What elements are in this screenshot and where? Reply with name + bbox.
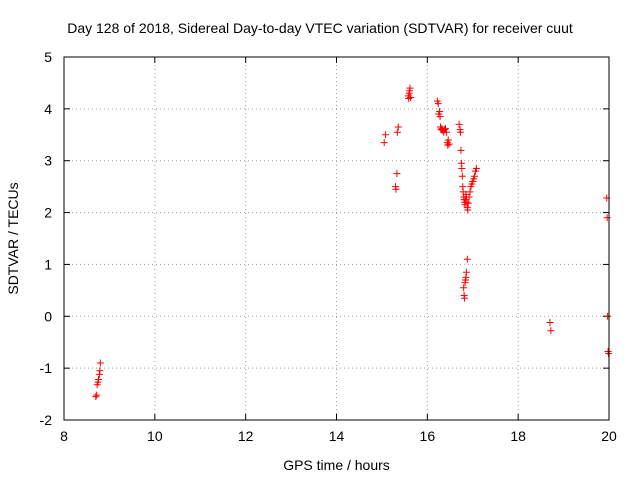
data-point — [463, 255, 471, 263]
data-point — [461, 294, 469, 302]
data-point — [434, 100, 442, 108]
data-point — [442, 125, 449, 133]
data-point — [407, 93, 415, 101]
plot-frame — [63, 56, 610, 421]
data-point — [455, 120, 463, 128]
data-point — [604, 312, 612, 320]
data-point — [465, 193, 473, 201]
y-tick-label: -2 — [40, 412, 53, 428]
x-tick-label: 8 — [60, 428, 68, 444]
data-point — [392, 185, 400, 193]
data-point — [442, 128, 450, 136]
data-point — [394, 123, 402, 131]
data-point — [380, 139, 388, 147]
y-tick-label: 2 — [44, 205, 52, 221]
y-tick-label: 4 — [44, 101, 52, 117]
x-tick-label: 12 — [238, 428, 254, 444]
data-point — [393, 128, 401, 136]
data-point — [444, 136, 452, 144]
data-point — [471, 172, 479, 180]
data-point — [95, 376, 103, 384]
data-point — [456, 128, 464, 136]
data-point — [464, 199, 472, 207]
data-point — [546, 319, 554, 327]
data-point — [460, 284, 468, 292]
y-tick-label: 5 — [44, 49, 52, 65]
x-tick-label: 16 — [420, 428, 436, 444]
data-point — [445, 140, 453, 148]
data-point — [458, 164, 466, 172]
grid-lines — [64, 57, 609, 420]
y-tick-label: 0 — [44, 308, 52, 324]
data-point — [464, 206, 472, 214]
y-tick-label: 1 — [44, 256, 52, 272]
data-point — [96, 367, 104, 375]
data-point — [393, 170, 401, 178]
data-point — [406, 84, 414, 92]
y-tick-label: 3 — [44, 153, 52, 169]
data-point — [603, 214, 611, 222]
x-tick-label: 10 — [147, 428, 163, 444]
data-point — [382, 131, 390, 139]
data-point — [436, 113, 444, 121]
data-point — [472, 164, 480, 172]
data-point — [547, 327, 555, 335]
data-points — [92, 84, 613, 401]
data-point — [458, 172, 466, 180]
x-axis-label: GPS time / hours — [283, 457, 390, 473]
data-point — [466, 188, 474, 196]
data-point — [462, 268, 470, 276]
x-tick-label: 14 — [329, 428, 345, 444]
data-point — [96, 359, 104, 367]
chart-title: Day 128 of 2018, Sidereal Day-to-day VTE… — [67, 20, 573, 36]
y-tick-label: -1 — [40, 360, 53, 376]
data-point — [457, 146, 465, 154]
y-axis-label: SDTVAR / TECUs — [5, 182, 21, 294]
x-tick-label: 18 — [510, 428, 526, 444]
data-point — [92, 393, 100, 401]
data-point — [93, 391, 101, 399]
x-tick-label: 20 — [601, 428, 617, 444]
